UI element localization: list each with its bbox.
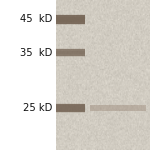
Bar bbox=[56, 15, 85, 24]
Bar bbox=[56, 16, 85, 25]
Bar bbox=[56, 51, 85, 57]
Bar bbox=[56, 50, 85, 56]
Text: 45  kD: 45 kD bbox=[20, 15, 52, 24]
Bar bbox=[56, 103, 85, 111]
Text: 25 kD: 25 kD bbox=[23, 103, 52, 113]
Bar bbox=[56, 104, 85, 112]
Bar bbox=[56, 48, 85, 54]
Bar bbox=[56, 105, 85, 113]
Bar bbox=[56, 14, 85, 22]
Bar bbox=[0, 0, 56, 150]
Text: 35  kD: 35 kD bbox=[20, 48, 52, 57]
Bar bbox=[90, 105, 146, 111]
